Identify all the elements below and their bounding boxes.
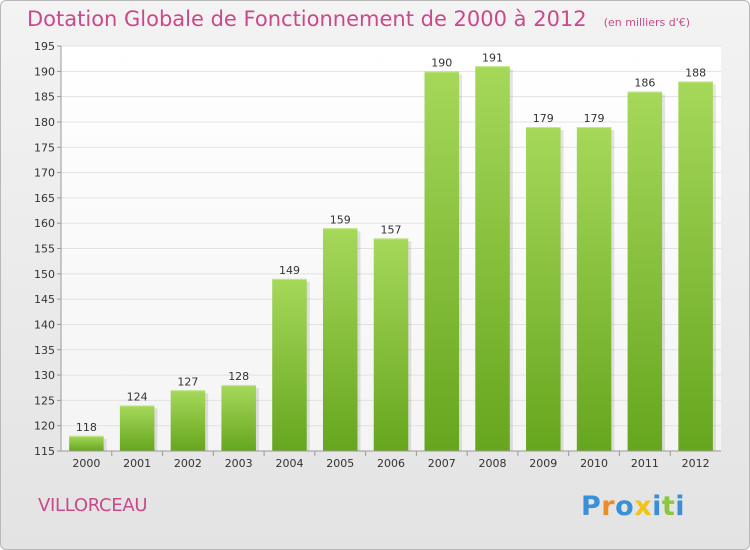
x-axis: 2000 2001 2002 2003 2004 2005 2006 2007 2008 2009…: [61, 450, 721, 470]
data-label: 188: [685, 66, 706, 79]
y-tick-label: 190: [34, 65, 55, 78]
y-tick-label: 145: [34, 293, 55, 306]
y-tick-label: 160: [34, 217, 55, 230]
bar: [373, 238, 409, 451]
x-tick-label: 2011: [631, 457, 659, 470]
x-tick-label: 2000: [72, 457, 100, 470]
logo-letter: x: [634, 491, 653, 522]
logo-letter: t: [661, 491, 676, 522]
x-tick-label: 2004: [275, 457, 303, 470]
data-label: 179: [533, 112, 554, 125]
bar: [170, 390, 206, 451]
bar: [526, 127, 561, 451]
y-tick-label: 185: [34, 91, 55, 104]
y-axis: 115 120 125 130 135 140 145 150 155 160 165 170 175 1…: [34, 40, 62, 458]
x-tick-label: 2009: [529, 457, 557, 470]
logo-letter: r: [601, 491, 616, 522]
bar: [475, 66, 510, 451]
bar: [69, 435, 104, 451]
bar: [576, 127, 612, 451]
bar: [424, 71, 460, 451]
x-tick-label: 2010: [580, 457, 608, 470]
bar: [627, 91, 663, 451]
data-label: 149: [279, 264, 300, 277]
commune-name: VILLORCEAU: [38, 495, 148, 516]
x-tick-label: 2007: [428, 457, 456, 470]
data-label: 157: [381, 223, 402, 236]
x-tick-label: 2006: [377, 457, 405, 470]
bar: [322, 228, 358, 451]
y-tick-label: 140: [34, 318, 55, 331]
x-tick-label: 2005: [326, 457, 354, 470]
data-label: 190: [431, 56, 452, 69]
data-label: 124: [127, 390, 148, 403]
y-tick-label: 175: [34, 141, 55, 154]
y-tick-label: 165: [34, 192, 55, 205]
y-tick-label: 130: [34, 369, 55, 382]
y-tick-label: 170: [34, 167, 55, 180]
data-label: 127: [177, 375, 198, 388]
logo-letter: i: [652, 491, 662, 522]
x-tick-label: 2001: [123, 457, 151, 470]
logo-letter: o: [615, 491, 635, 522]
y-tick-label: 115: [34, 445, 55, 458]
bar: [272, 278, 307, 451]
data-label: 191: [482, 51, 503, 64]
y-tick-label: 120: [34, 420, 55, 433]
y-tick-label: 180: [34, 116, 55, 129]
data-label: 118: [76, 421, 97, 434]
y-tick-label: 155: [34, 243, 55, 256]
chart-unit: (en milliers d'€): [603, 16, 691, 29]
y-tick-label: 135: [34, 344, 55, 357]
logo-letter: i: [675, 491, 686, 522]
data-label: 159: [330, 213, 351, 226]
y-tick-label: 125: [34, 394, 55, 407]
bar: [119, 405, 155, 451]
bar: [221, 385, 256, 451]
data-label: 128: [228, 370, 249, 383]
proxiti-logo: Proxiti: [581, 491, 685, 522]
chart-title-block: Dotation Globale de Fonctionnement de 20…: [27, 7, 690, 31]
x-tick-label: 2003: [225, 457, 253, 470]
x-tick-label: 2002: [174, 457, 202, 470]
logo-letter: P: [581, 491, 602, 522]
bars: [69, 66, 716, 451]
chart-title: Dotation Globale de Fonctionnement de 20…: [27, 7, 587, 31]
data-label: 186: [634, 77, 655, 90]
y-tick-label: 150: [34, 268, 55, 281]
x-tick-label: 2008: [479, 457, 507, 470]
data-label: 179: [584, 112, 605, 125]
data-labels: 118 124 127 128 149 159 157 190 191 179 179 186 188: [76, 51, 706, 434]
x-tick-label: 2012: [682, 457, 710, 470]
y-tick-label: 195: [34, 40, 55, 53]
bar: [678, 81, 713, 451]
